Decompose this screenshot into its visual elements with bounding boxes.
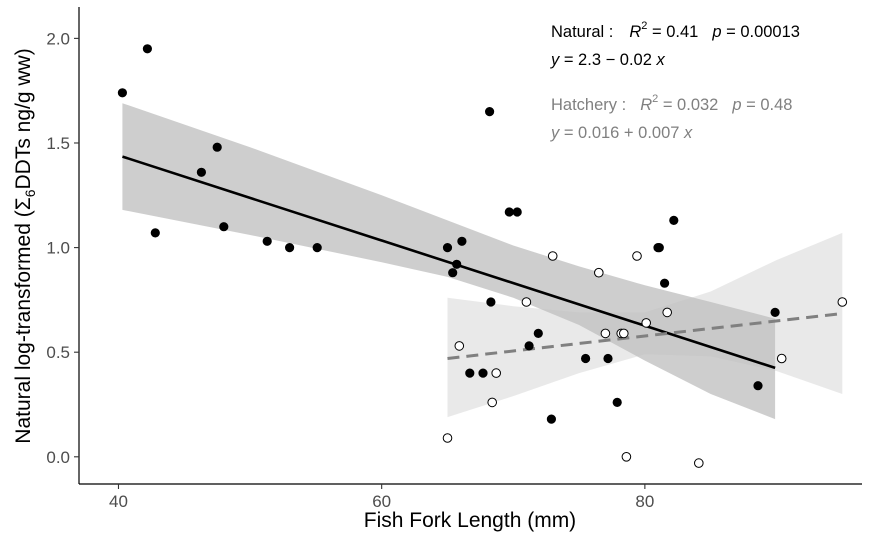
- natural-point: [753, 381, 763, 391]
- natural-point: [504, 207, 514, 217]
- x-axis-title: Fish Fork Length (mm): [364, 509, 576, 532]
- x-tick-label: 60: [372, 492, 391, 511]
- y-tick-label: 0.5: [46, 343, 70, 362]
- natural-r2-value: = 0.41: [647, 23, 698, 41]
- natural-point: [580, 353, 591, 364]
- natural-point: [659, 278, 670, 288]
- hatchery-point: [837, 297, 848, 307]
- hatchery-point: [619, 328, 629, 339]
- y-axis-title-sigma: Σ: [12, 197, 35, 210]
- hatchery-point: [621, 452, 632, 462]
- natural-point: [212, 142, 222, 152]
- hatchery-r2-superscript: 2: [652, 93, 658, 105]
- natural-point: [142, 44, 152, 54]
- natural-point: [117, 88, 128, 98]
- natural-point: [150, 228, 160, 238]
- y-axis-ticks: 0.0 0.5 1.0 1.5 2.0: [46, 29, 79, 467]
- hatchery-point: [454, 341, 465, 351]
- hatchery-label: Hatchery :: [551, 96, 626, 114]
- natural-r2-superscript: 2: [641, 20, 647, 32]
- hatchery-point: [662, 307, 673, 318]
- y-axis-title-subscript: 6: [22, 189, 38, 197]
- y-axis-title: Natural log-transformed (Σ6DDTs ng/g ww): [12, 48, 38, 443]
- natural-point: [546, 414, 557, 424]
- y-tick-label: 1.5: [46, 134, 70, 153]
- natural-point: [533, 328, 543, 338]
- hatchery-point: [442, 433, 453, 443]
- natural-eq-x: x: [656, 51, 666, 69]
- x-tick-label: 40: [109, 492, 128, 511]
- natural-point: [486, 297, 496, 307]
- natural-point: [512, 207, 522, 217]
- natural-r2-symbol: R: [629, 23, 641, 41]
- hatchery-equation: y = 0.016 + 0.007 x: [550, 124, 693, 142]
- regression-lines: [122, 155, 843, 370]
- y-tick-label: 2.0: [46, 29, 70, 48]
- hatchery-point: [776, 353, 787, 364]
- hatchery-regression-line: [447, 312, 843, 360]
- natural-point: [465, 368, 475, 378]
- natural-p-value: = 0.00013: [722, 23, 800, 41]
- natural-point: [484, 107, 495, 117]
- natural-stats-annotation: Natural : R2 = 0.41 p = 0.00013: [551, 20, 800, 41]
- natural-point: [196, 167, 206, 177]
- y-tick-label: 0.0: [46, 448, 70, 467]
- hatchery-point: [491, 368, 502, 378]
- hatchery-point: [547, 251, 558, 261]
- natural-point: [478, 368, 488, 378]
- data-points: [117, 44, 848, 468]
- hatchery-point: [521, 297, 532, 307]
- natural-point: [312, 243, 322, 253]
- hatchery-p-symbol: p: [731, 96, 741, 114]
- natural-eq-body: = 2.3 − 0.02: [559, 51, 656, 69]
- y-tick-label: 1.0: [46, 239, 70, 258]
- natural-point: [219, 222, 229, 232]
- natural-equation: y = 2.3 − 0.02 x: [550, 51, 666, 69]
- hatchery-p-value: = 0.48: [742, 96, 793, 114]
- x-axis-ticks: 40 60 80: [109, 484, 654, 511]
- hatchery-point: [632, 251, 642, 261]
- hatchery-stats-annotation: Hatchery : R2 = 0.032 p = 0.48: [551, 93, 792, 114]
- y-axis-title-prefix: Natural log-transformed (: [12, 210, 35, 443]
- natural-point: [669, 215, 679, 225]
- natural-point: [457, 236, 467, 246]
- x-tick-label: 80: [635, 492, 654, 511]
- hatchery-r2-value: = 0.032: [658, 96, 718, 114]
- natural-point: [284, 243, 295, 253]
- natural-eq-y: y: [550, 51, 561, 69]
- natural-point: [524, 341, 534, 351]
- natural-point: [603, 353, 613, 364]
- hatchery-r2-symbol: R: [640, 96, 652, 114]
- natural-point: [452, 259, 462, 269]
- hatchery-point: [487, 397, 498, 408]
- natural-point: [612, 397, 622, 407]
- natural-p-symbol: p: [711, 23, 721, 41]
- natural-point: [442, 243, 453, 253]
- y-axis-title-suffix: DDTs ng/g ww): [12, 48, 35, 189]
- hatchery-point: [641, 318, 652, 328]
- natural-point: [448, 268, 458, 278]
- natural-point: [770, 307, 780, 317]
- hatchery-eq-body: = 0.016 + 0.007: [559, 124, 684, 142]
- hatchery-eq-x: x: [683, 124, 693, 142]
- natural-point: [654, 243, 664, 253]
- natural-point: [262, 236, 272, 246]
- hatchery-eq-y: y: [550, 124, 561, 142]
- hatchery-point: [594, 267, 604, 278]
- hatchery-point: [600, 328, 611, 339]
- hatchery-point: [694, 458, 704, 468]
- natural-label: Natural :: [551, 23, 613, 41]
